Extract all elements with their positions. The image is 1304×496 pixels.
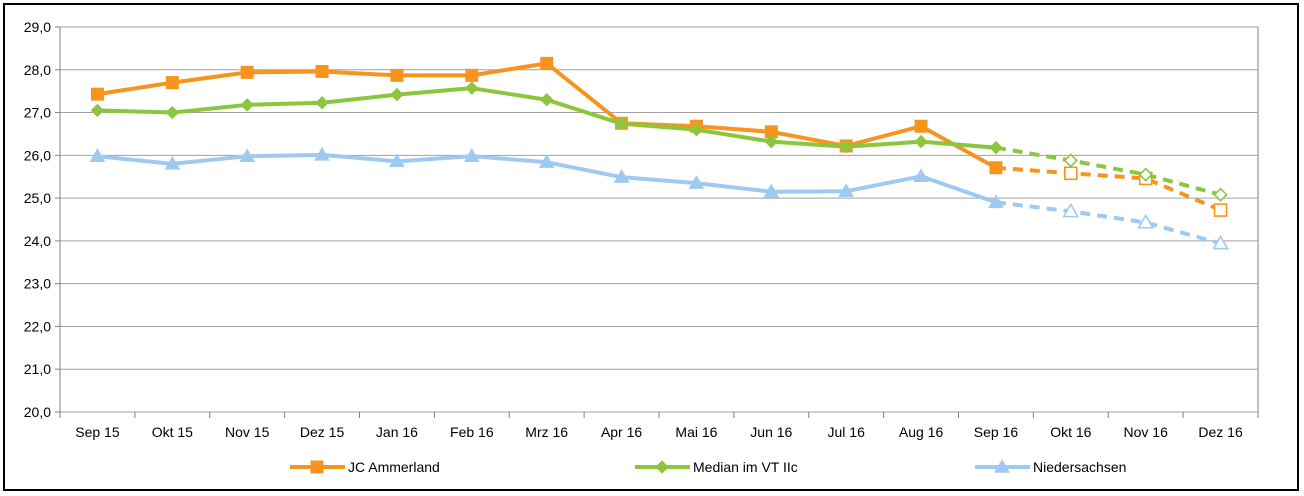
forecast-point (1213, 187, 1228, 202)
data-point (389, 153, 405, 168)
plot-area-border (59, 26, 1259, 413)
y-tick-label: 21,0 (24, 361, 51, 377)
data-point (539, 93, 554, 107)
gridlines (59, 26, 1259, 413)
x-tick-label: Dez 15 (300, 424, 345, 440)
data-point (913, 168, 929, 183)
data-point (315, 64, 329, 78)
data-point (239, 148, 256, 162)
y-tick-label: 28,0 (24, 62, 51, 78)
y-tick-label: 23,0 (24, 276, 51, 292)
x-tick-label: Nov 15 (225, 424, 270, 440)
x-tick-label: Sep 16 (974, 424, 1019, 440)
legend-item: Median im VT IIc (635, 459, 798, 475)
data-point (89, 148, 106, 162)
legend-item: JC Ammerland (290, 459, 440, 475)
data-point (240, 65, 254, 79)
forecast-point (1138, 167, 1153, 182)
data-point (764, 134, 779, 149)
data-point (689, 122, 704, 137)
data-point (914, 134, 928, 149)
data-point (90, 87, 104, 101)
x-tick-label: Mai 16 (675, 424, 717, 440)
forecast-point (1213, 203, 1228, 217)
x-tick-label: Mrz 16 (525, 424, 568, 440)
data-point (838, 183, 855, 198)
x-tick-label: Jan 16 (376, 424, 418, 440)
legend-label: Median im VT IIc (693, 459, 798, 475)
legend-swatch-marker (310, 460, 324, 474)
data-point (988, 194, 1004, 209)
legend-item: Niedersachsen (975, 458, 1126, 475)
data-point (914, 119, 928, 133)
legend-swatch-marker (655, 460, 669, 474)
series-line (97, 61, 997, 170)
forecast-point (1212, 234, 1229, 250)
data-point (390, 68, 404, 82)
forecast-line (995, 145, 1222, 197)
y-tick-label: 24,0 (24, 233, 51, 249)
legend-swatch-marker (994, 458, 1010, 473)
x-tick-label: Dez 16 (1198, 424, 1243, 440)
data-point (314, 146, 330, 161)
legend-label: Niedersachsen (1033, 459, 1126, 475)
x-tick-label: Okt 15 (152, 424, 193, 440)
data-point (538, 154, 555, 168)
data-point (240, 98, 254, 112)
legend-label: JC Ammerland (348, 459, 440, 475)
y-tick-label: 27,0 (24, 105, 51, 121)
forecast-line (995, 200, 1222, 246)
axes: 20,0 21,0 22,0 23,0 24,0 25,0 26,0 27,0 28,0 29,0… (24, 19, 1259, 440)
legend: JC Ammerland Median im VT IIc Niedersachse… (290, 458, 1126, 475)
x-tick-label: Jul 16 (828, 424, 866, 440)
data-point (614, 116, 629, 131)
data-point (989, 140, 1003, 155)
data-point (390, 87, 404, 102)
data-point (465, 81, 479, 95)
data-point (90, 103, 105, 118)
y-tick-label: 20,0 (24, 404, 51, 420)
x-tick-label: Sep 15 (75, 424, 120, 440)
y-tick-label: 25,0 (24, 190, 51, 206)
y-tick-label: 22,0 (24, 318, 51, 334)
series-jc-ammerland (90, 56, 1228, 217)
y-tick-label: 29,0 (24, 19, 51, 35)
chart-frame (3, 3, 1299, 491)
data-point (463, 148, 480, 162)
forecast-point (1064, 166, 1078, 181)
data-point (763, 183, 780, 198)
data-point (165, 105, 180, 120)
forecast-line (995, 165, 1222, 212)
x-tick-label: Nov 16 (1124, 424, 1169, 440)
data-point (315, 96, 329, 110)
data-point (613, 169, 630, 183)
forecast-point (1063, 153, 1078, 168)
data-point (164, 155, 181, 170)
data-point (688, 175, 705, 189)
data-point (989, 161, 1003, 175)
series-lines (89, 56, 1229, 250)
x-tick-label: Feb 16 (450, 424, 494, 440)
x-tick-label: Apr 16 (601, 424, 642, 440)
y-tick-label: 26,0 (24, 147, 51, 163)
data-point (465, 68, 479, 82)
forecast-point (1137, 213, 1155, 229)
x-tick-label: Aug 16 (899, 424, 944, 440)
forecast-point (1062, 202, 1080, 218)
data-point (839, 140, 853, 154)
data-point (540, 56, 554, 70)
series-median-im-vt-iic (90, 81, 1228, 202)
x-tick-label: Jun 16 (750, 424, 792, 440)
x-tick-label: Okt 16 (1050, 424, 1091, 440)
data-point (165, 76, 179, 90)
series-niedersachsen (89, 146, 1229, 250)
